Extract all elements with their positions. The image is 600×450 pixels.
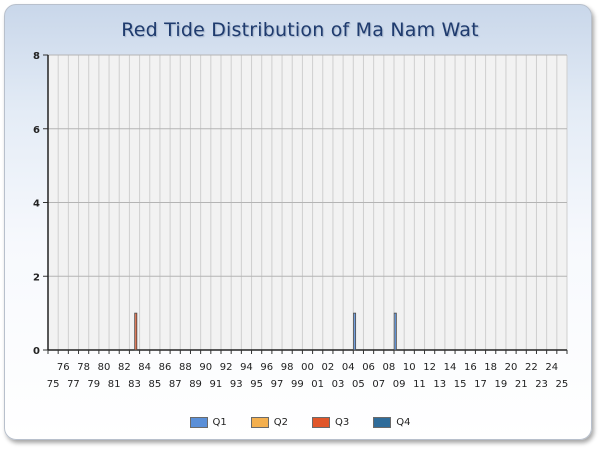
- x-tick-label: 18: [484, 362, 497, 373]
- x-tick-label: 82: [118, 362, 131, 373]
- x-tick-label: 09: [393, 379, 406, 390]
- x-tick-label: 83: [128, 379, 141, 390]
- x-tick-label: 20: [505, 362, 518, 373]
- legend-label: Q2: [273, 416, 288, 428]
- x-tick-label: 03: [332, 379, 345, 390]
- y-tick-label: 4: [33, 199, 40, 210]
- chart-legend: Q1 Q2 Q3 Q4: [0, 414, 600, 430]
- x-tick-label: 06: [362, 362, 375, 373]
- legend-swatch: [250, 416, 269, 428]
- x-tick-label: 05: [352, 379, 365, 390]
- x-tick-label: 99: [291, 379, 304, 390]
- legend-label: Q1: [212, 416, 227, 428]
- y-tick-label: 6: [33, 125, 40, 136]
- x-tick-label: 22: [525, 362, 538, 373]
- x-tick-label: 10: [403, 362, 416, 373]
- x-tick-label: 87: [169, 379, 182, 390]
- x-tick-label: 04: [342, 362, 355, 373]
- x-tick-label: 80: [98, 362, 111, 373]
- y-tick-label: 8: [33, 51, 40, 62]
- y-tick-label: 2: [33, 272, 40, 283]
- x-tick-label: 15: [454, 379, 467, 390]
- x-tick-label: 77: [67, 379, 80, 390]
- x-tick-label: 25: [556, 379, 569, 390]
- x-tick-label: 98: [281, 362, 294, 373]
- x-tick-label: 79: [87, 379, 100, 390]
- legend-item-q3: Q3: [312, 414, 349, 430]
- y-tick-label: 0: [33, 346, 40, 357]
- x-tick-label: 24: [545, 362, 558, 373]
- chart-title: Red Tide Distribution of Ma Nam Wat: [121, 19, 479, 41]
- x-tick-label: 93: [230, 379, 243, 390]
- x-tick-label: 81: [108, 379, 121, 390]
- x-tick-label: 90: [199, 362, 212, 373]
- legend-item-q4: Q4: [373, 414, 410, 430]
- x-tick-label: 92: [220, 362, 233, 373]
- x-tick-label: 12: [423, 362, 436, 373]
- x-tick-label: 17: [474, 379, 487, 390]
- x-tick-label: 23: [535, 379, 548, 390]
- x-tick-label: 86: [159, 362, 172, 373]
- bar-q1: [393, 312, 397, 351]
- x-tick-label: 85: [148, 379, 161, 390]
- legend-label: Q4: [396, 416, 411, 428]
- legend-item-q2: Q2: [250, 414, 288, 430]
- x-tick-label: 95: [250, 379, 263, 390]
- chart-plot: 0246875767778798081828384858687888990919…: [33, 51, 569, 390]
- x-tick-label: 94: [240, 362, 253, 373]
- x-tick-label: 88: [179, 362, 192, 373]
- x-tick-label: 91: [210, 379, 223, 390]
- bar-q3: [134, 312, 138, 351]
- x-tick-label: 76: [57, 362, 70, 373]
- x-tick-label: 78: [77, 362, 90, 373]
- x-tick-label: 11: [413, 379, 426, 390]
- legend-swatch: [373, 416, 392, 428]
- legend-label: Q3: [335, 416, 350, 428]
- x-tick-label: 02: [321, 362, 334, 373]
- x-tick-label: 07: [372, 379, 385, 390]
- x-tick-label: 00: [301, 362, 314, 373]
- legend-swatch: [189, 416, 208, 428]
- x-tick-label: 96: [260, 362, 273, 373]
- x-tick-label: 89: [189, 379, 202, 390]
- bar-q1: [353, 312, 357, 351]
- x-tick-label: 14: [444, 362, 457, 373]
- x-tick-label: 16: [464, 362, 477, 373]
- x-tick-label: 01: [311, 379, 324, 390]
- legend-swatch: [312, 416, 330, 428]
- x-tick-label: 19: [494, 379, 507, 390]
- x-tick-label: 13: [433, 379, 446, 390]
- legend-item-q1: Q1: [189, 414, 227, 430]
- x-tick-label: 75: [47, 379, 60, 390]
- x-tick-label: 84: [138, 362, 151, 373]
- x-tick-label: 08: [383, 362, 396, 373]
- x-tick-label: 21: [515, 379, 528, 390]
- x-tick-label: 97: [271, 379, 284, 390]
